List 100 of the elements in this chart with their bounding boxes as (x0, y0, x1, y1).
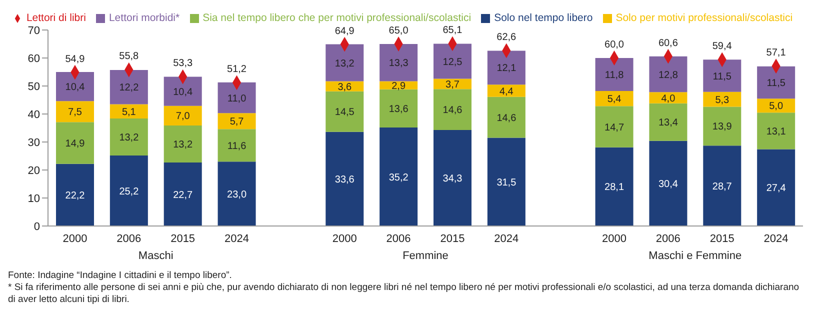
x-tick-label: 2015 (710, 232, 734, 245)
y-tick-label: 0 (34, 220, 40, 233)
bar (649, 92, 688, 104)
bar (757, 98, 796, 113)
legend-label: Solo per motivi professionali/scolastici (616, 12, 793, 24)
x-tick-label: 2000 (602, 232, 626, 245)
bar (380, 127, 418, 226)
data-label: 5,0 (769, 101, 784, 112)
data-label: 14,5 (334, 107, 355, 118)
bar (434, 89, 472, 130)
data-label: 27,4 (766, 183, 786, 194)
legend-label: Lettori morbidi* (108, 12, 180, 24)
bar (110, 155, 148, 226)
data-label: 13,1 (766, 126, 786, 138)
data-label: 51,2 (227, 64, 247, 76)
source-note: Fonte: Indagine “Indagine I cittadini e il tempo libero”. (8, 270, 233, 282)
data-label: 13,2 (173, 140, 194, 151)
data-label: 59,4 (712, 41, 732, 52)
y-tick-label: 60 (28, 52, 40, 65)
bar (110, 70, 148, 104)
bar (595, 91, 634, 106)
bar (703, 106, 742, 146)
bar (595, 147, 634, 226)
bar (326, 81, 364, 92)
bar (164, 162, 202, 226)
bar (487, 96, 526, 138)
x-tick-label: 2024 (494, 232, 519, 245)
data-label: 10,4 (65, 82, 86, 94)
bar (757, 66, 796, 99)
data-label: 11,5 (712, 71, 732, 82)
data-label: 13,3 (388, 58, 409, 70)
data-label: 30,4 (658, 178, 678, 190)
bar (649, 56, 688, 92)
data-label: 62,6 (496, 32, 517, 44)
data-label: 4,4 (499, 86, 514, 98)
data-label: 23,0 (227, 189, 247, 200)
bar (649, 140, 688, 226)
data-label: 7,0 (176, 111, 190, 122)
bar (218, 129, 256, 162)
bar (380, 81, 418, 90)
data-label: 53,3 (173, 58, 193, 70)
bar (164, 106, 202, 126)
bar (164, 125, 202, 162)
data-label: 5,1 (122, 106, 136, 118)
data-label: 64,9 (334, 26, 355, 37)
data-label: 3,7 (446, 79, 460, 90)
data-label: 14,9 (65, 138, 86, 150)
x-tick-label: 2015 (170, 232, 196, 245)
bar (380, 89, 418, 128)
data-label: 12,1 (496, 63, 517, 74)
text: Femmine (402, 250, 450, 262)
x-tick-label: 2024 (224, 232, 249, 245)
data-label: 2,9 (392, 80, 406, 92)
data-label: 65,1 (442, 25, 463, 36)
bar (649, 103, 688, 141)
y-tick-label: 10 (28, 192, 40, 205)
x-tick-label: 2015 (440, 232, 465, 245)
bar (218, 162, 256, 226)
y-tick-label: 20 (28, 164, 40, 177)
x-tick-label: 2024 (764, 232, 788, 245)
data-label: 13,2 (334, 58, 355, 70)
data-label: 14,6 (442, 105, 463, 116)
bar (56, 164, 94, 226)
data-label: 54,9 (65, 54, 86, 65)
bar (595, 58, 634, 92)
data-label: 31,5 (496, 177, 517, 188)
bar (434, 44, 472, 79)
data-label: 13,6 (388, 104, 409, 115)
x-tick-label: 2006 (116, 232, 142, 245)
data-label: 11,8 (604, 70, 624, 82)
bar (326, 91, 364, 132)
data-label: 28,1 (604, 182, 624, 194)
bar (56, 72, 94, 102)
data-label: 33,6 (334, 174, 355, 186)
bar (434, 78, 472, 90)
data-label: 12,5 (442, 56, 463, 68)
bar (218, 82, 256, 114)
data-label: 11,0 (227, 93, 247, 104)
bar (56, 122, 94, 164)
x-tick-label: 2006 (656, 232, 680, 245)
bar (56, 101, 94, 122)
text: * Si fa riferimento alle persone di sei anni e più che, pur avendo dichiarato di non leggere libri né nel tempo libero né per motivi professionali e/o scolastici, ad una terza domanda dichiarano di aver letto alcuni tipi di libri. (8, 282, 800, 306)
bar (434, 130, 472, 226)
data-label: 14,6 (496, 112, 517, 124)
data-label: 5,3 (715, 94, 730, 106)
x-tick-label: 2006 (386, 232, 411, 245)
legend-label: Solo nel tempo libero (494, 12, 593, 24)
bar (487, 138, 526, 226)
y-tick-label: 70 (28, 24, 40, 37)
bar (326, 44, 364, 82)
bar (703, 60, 742, 92)
data-label: 35,2 (388, 172, 409, 184)
data-label: 12,2 (119, 82, 140, 94)
data-label: 22,2 (65, 190, 86, 202)
data-label: 28,7 (712, 181, 732, 192)
bar (218, 113, 256, 130)
data-label: 22,7 (173, 190, 194, 201)
data-label: 25,2 (119, 186, 140, 198)
data-label: 55,8 (119, 51, 140, 62)
data-label: 4,0 (661, 93, 676, 104)
